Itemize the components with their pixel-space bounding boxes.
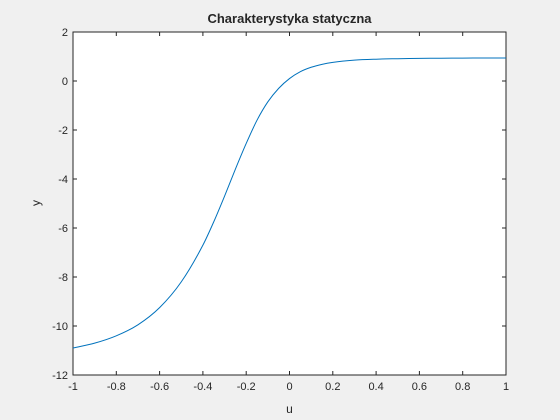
x-tick-label: 0.6: [412, 381, 427, 393]
y-axis-label: y: [29, 200, 43, 206]
plot-area: [72, 31, 507, 376]
y-tick-label: 2: [62, 27, 68, 39]
x-tick-label: -0.2: [237, 381, 256, 393]
y-tick-label: 0: [62, 76, 68, 88]
y-tick-label: -10: [52, 321, 68, 333]
x-tick-label: -1: [68, 381, 78, 393]
y-tick-label: -2: [58, 125, 68, 137]
x-tick-label: 0: [286, 381, 292, 393]
x-tick-label: 1: [503, 381, 509, 393]
x-tick-label: 0.4: [368, 381, 383, 393]
tick-marks: [72, 31, 507, 376]
series-line: [72, 57, 507, 349]
x-tick-label: 0.2: [325, 381, 340, 393]
y-tick-label: -12: [52, 370, 68, 382]
tick-labels: -1 -0.8 -0.6 -0.4 -0.2 0 0.2 0.4 0.6 0.8 1 -12 -10 -8…: [52, 27, 509, 393]
x-tick-label: -0.4: [193, 381, 212, 393]
x-tick-label: 0.8: [455, 381, 470, 393]
x-axis-label: u: [286, 402, 293, 416]
x-tick-label: -0.8: [107, 381, 126, 393]
y-tick-label: -4: [58, 174, 68, 186]
chart-title: Charakterystyka statyczna: [207, 11, 372, 26]
x-tick-label: -0.6: [150, 381, 169, 393]
y-tick-label: -8: [58, 272, 68, 284]
y-tick-label: -6: [58, 223, 68, 235]
